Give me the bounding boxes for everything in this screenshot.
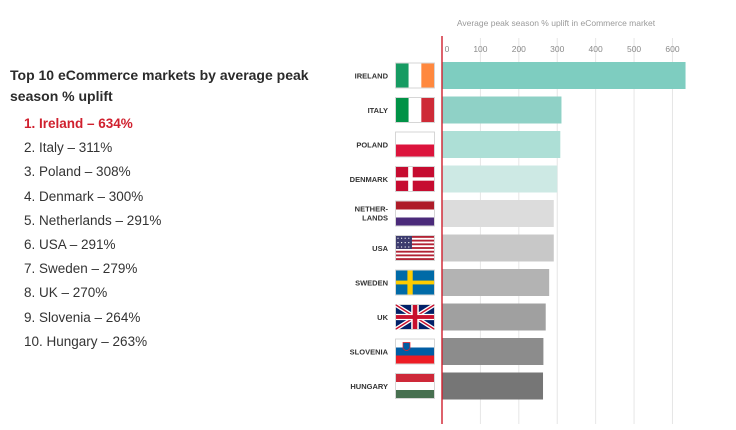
chart-title: Average peak season % uplift in eCommerc… bbox=[457, 18, 656, 28]
x-tick-label: 500 bbox=[627, 44, 641, 54]
bar-ireland bbox=[442, 62, 686, 89]
category-label: ITALY bbox=[368, 106, 388, 115]
category-label: USA bbox=[372, 244, 388, 253]
category-label: SLOVENIA bbox=[350, 348, 389, 357]
bar-uk bbox=[442, 303, 546, 331]
italy-flag-icon bbox=[395, 97, 435, 123]
bar-sweden bbox=[442, 269, 550, 296]
bar-denmark bbox=[442, 165, 558, 193]
ranking-item: 9. Slovenia – 264% bbox=[24, 309, 141, 325]
ranking-item: 10. Hungary – 263% bbox=[24, 333, 148, 349]
poland-flag-icon bbox=[395, 131, 435, 158]
slovenia-flag-icon bbox=[395, 338, 435, 365]
uk-flag-icon bbox=[394, 303, 436, 331]
ranking-item: 6. USA – 291% bbox=[24, 236, 116, 252]
bar-italy bbox=[442, 96, 562, 124]
category-label: UK bbox=[377, 313, 388, 322]
x-tick-label: 300 bbox=[550, 44, 564, 54]
x-tick-label: 100 bbox=[473, 44, 487, 54]
bar-hungary bbox=[442, 372, 544, 400]
x-tick-label: 0 bbox=[445, 44, 450, 54]
netherlands-flag-icon bbox=[395, 200, 435, 227]
bar-netherlands bbox=[442, 200, 554, 227]
hungary-flag-icon bbox=[395, 373, 435, 399]
x-tick-label: 600 bbox=[665, 44, 679, 54]
ranking-item: 1. Ireland – 634% bbox=[24, 116, 133, 131]
category-label: SWEDEN bbox=[355, 279, 388, 288]
category-label: DENMARK bbox=[350, 175, 389, 184]
category-label: HUNGARY bbox=[350, 382, 388, 391]
ranking-item: 5. Netherlands – 291% bbox=[24, 212, 162, 228]
chart-list-title: Top 10 eCommerce markets by average peak… bbox=[10, 67, 309, 104]
x-tick-label: 400 bbox=[589, 44, 603, 54]
bar-slovenia bbox=[442, 338, 544, 365]
ranking-item: 8. UK – 270% bbox=[24, 285, 108, 301]
ranking-item: 3. Poland – 308% bbox=[24, 164, 131, 180]
bar-poland bbox=[442, 131, 561, 158]
sweden-flag-icon bbox=[395, 269, 435, 296]
category-label: POLAND bbox=[356, 141, 388, 150]
ranking-list: 1. Ireland – 634% 2. Italy – 311% 3. Polan… bbox=[24, 112, 161, 354]
denmark-flag-icon bbox=[395, 166, 435, 192]
category-label: IRELAND bbox=[355, 72, 389, 81]
ireland-flag-icon bbox=[395, 62, 435, 89]
ranking-item: 2. Italy – 311% bbox=[24, 140, 113, 156]
x-tick-label: 200 bbox=[512, 44, 526, 54]
bar-usa bbox=[442, 234, 554, 262]
usa-flag-icon bbox=[395, 235, 435, 261]
ranking-item: 7. Sweden – 279% bbox=[24, 261, 138, 277]
category-label: NETHER-LANDS bbox=[355, 205, 389, 223]
ranking-item: 4. Denmark – 300% bbox=[24, 188, 144, 204]
